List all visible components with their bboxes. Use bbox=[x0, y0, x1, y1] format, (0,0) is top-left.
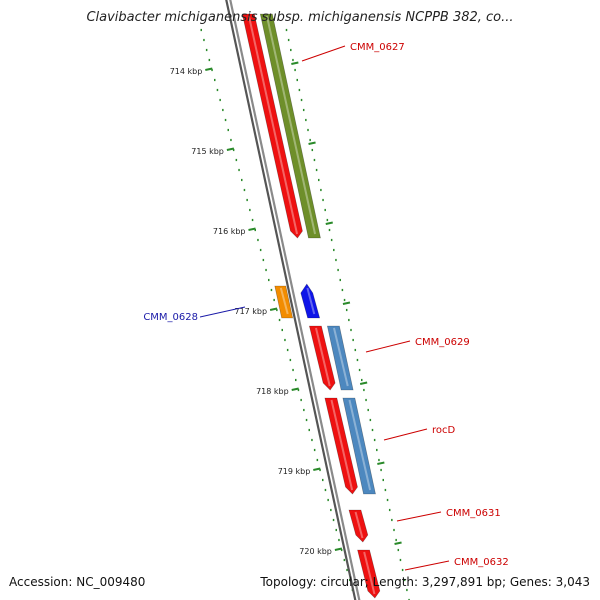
feature-highlight bbox=[306, 287, 316, 315]
major-tick-mark bbox=[269, 307, 278, 311]
feature-highlight bbox=[354, 511, 364, 539]
feature-highlight bbox=[315, 327, 331, 387]
label-leader-line bbox=[365, 340, 411, 353]
tick-label: 720 kbp bbox=[299, 547, 332, 556]
minor-ticks bbox=[200, 28, 410, 600]
feature-6[interactable] bbox=[324, 397, 358, 495]
gene-label[interactable]: CMM_0628 bbox=[143, 312, 198, 323]
major-ticks: 714 kbp 715 kbp 716 kbp 717 kbp 718 kbp 719 k… bbox=[170, 61, 402, 556]
feature-1[interactable] bbox=[241, 13, 303, 239]
gene-label[interactable]: CMM_0632 bbox=[454, 557, 509, 568]
feature-highlight bbox=[348, 399, 372, 491]
major-tick-mark bbox=[313, 467, 321, 471]
accession-text: Accession: NC_009480 bbox=[9, 575, 146, 589]
feature-highlight bbox=[265, 15, 317, 235]
backbone bbox=[225, 0, 361, 600]
feature-3[interactable] bbox=[300, 283, 321, 319]
tick-label: 719 kbp bbox=[278, 467, 311, 476]
major-tick-mark-right bbox=[325, 221, 333, 225]
feature-highlight bbox=[333, 327, 349, 387]
label-leader-line bbox=[301, 45, 346, 62]
label-leader-line bbox=[396, 511, 442, 522]
tick-label: 718 kbp bbox=[256, 387, 289, 396]
backbone-line-inner bbox=[225, 0, 357, 600]
major-tick-mark-right bbox=[342, 301, 351, 305]
feature-highlight bbox=[363, 551, 376, 595]
features bbox=[241, 13, 381, 599]
backbone-line-outer bbox=[229, 0, 361, 600]
feature-highlight bbox=[279, 287, 289, 315]
feature-labels: CMM_0627 CMM_0628 CMM_0629 rocD CMM_0631 CMM_… bbox=[143, 42, 509, 571]
feature-7[interactable] bbox=[342, 397, 376, 495]
tick-label: 716 kbp bbox=[213, 227, 246, 236]
feature-4[interactable] bbox=[309, 325, 336, 391]
label-leader-line bbox=[383, 428, 428, 441]
gene-label[interactable]: CMM_0629 bbox=[415, 337, 470, 348]
feature-highlight bbox=[247, 15, 299, 235]
label-leader-line bbox=[404, 560, 450, 571]
major-tick-mark-right bbox=[377, 461, 385, 465]
gene-label[interactable]: rocD bbox=[432, 425, 456, 436]
feature-9[interactable] bbox=[357, 549, 381, 599]
feature-5[interactable] bbox=[327, 325, 354, 391]
feature-0[interactable] bbox=[259, 13, 321, 239]
major-tick-mark bbox=[248, 227, 256, 231]
summary-text: Topology: circular; Length: 3,297,891 bp… bbox=[260, 575, 590, 589]
gene-label[interactable]: CMM_0627 bbox=[350, 42, 405, 53]
tick-label: 714 kbp bbox=[170, 67, 203, 76]
major-tick-mark bbox=[205, 67, 213, 71]
major-tick-mark bbox=[291, 387, 299, 391]
gene-label[interactable]: CMM_0631 bbox=[446, 508, 501, 519]
tick-label: 717 kbp bbox=[234, 307, 267, 316]
major-tick-mark-right bbox=[394, 541, 402, 545]
label-leader-line bbox=[199, 306, 246, 318]
major-tick-mark-right bbox=[359, 381, 368, 385]
major-tick-mark bbox=[226, 147, 235, 151]
major-tick-mark-right bbox=[308, 141, 316, 145]
major-tick-mark-right bbox=[291, 61, 299, 65]
feature-8[interactable] bbox=[348, 509, 369, 543]
major-tick-mark bbox=[334, 547, 343, 551]
feature-2[interactable] bbox=[274, 285, 294, 319]
feature-highlight bbox=[330, 399, 354, 491]
tick-label: 715 kbp bbox=[191, 147, 224, 156]
map-title: Clavibacter michiganensis subsp. michiga… bbox=[86, 10, 514, 25]
